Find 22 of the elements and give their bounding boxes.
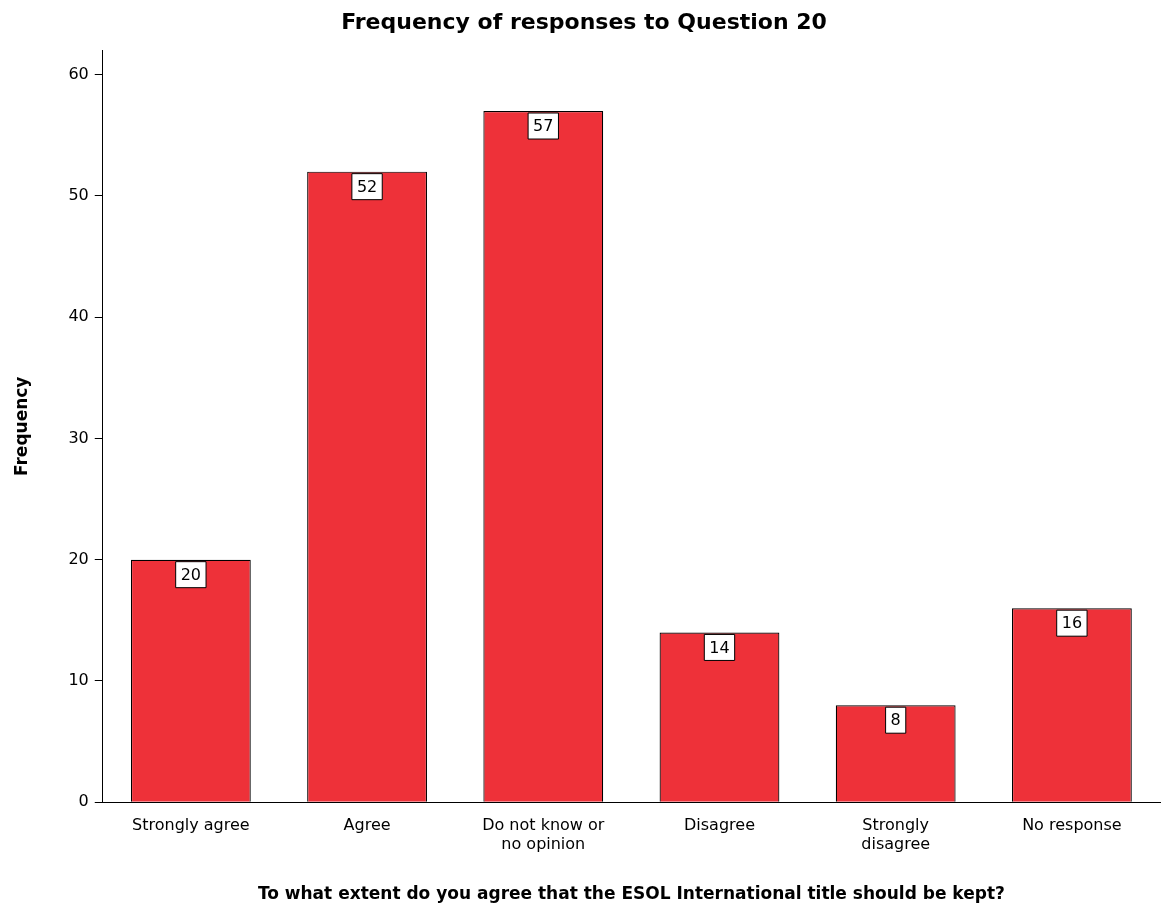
data-label: 14 bbox=[709, 637, 730, 657]
y-tick-label: 20 bbox=[68, 548, 89, 568]
y-tick-label: 60 bbox=[68, 63, 89, 83]
y-tick-label: 10 bbox=[68, 670, 89, 690]
x-tick-label: Agree bbox=[343, 814, 391, 834]
data-label: 16 bbox=[1061, 613, 1083, 633]
y-tick-label: 0 bbox=[78, 791, 89, 811]
x-tick-label: No response bbox=[1022, 814, 1122, 834]
data-label: 20 bbox=[180, 564, 202, 584]
y-axis-title: Frequency bbox=[10, 376, 31, 477]
x-tick-label: Disagree bbox=[683, 814, 755, 834]
y-tick-label: 40 bbox=[68, 306, 89, 326]
y-tick-label: 30 bbox=[68, 427, 89, 447]
y-tick-label: 50 bbox=[68, 185, 89, 205]
x-tick-label: Do not know or no opinion bbox=[482, 814, 605, 854]
data-label: 52 bbox=[356, 176, 378, 196]
data-label: 8 bbox=[890, 710, 901, 730]
x-axis-title: To what extent do you agree that the ESOL International title should be kept? bbox=[257, 883, 1005, 904]
chart-title: Frequency of responses to Question 20 bbox=[341, 8, 827, 34]
x-tick-label: Strongly agree bbox=[132, 814, 250, 834]
data-label: 57 bbox=[533, 116, 554, 136]
x-tick-label: Strongly disagree bbox=[861, 814, 931, 854]
